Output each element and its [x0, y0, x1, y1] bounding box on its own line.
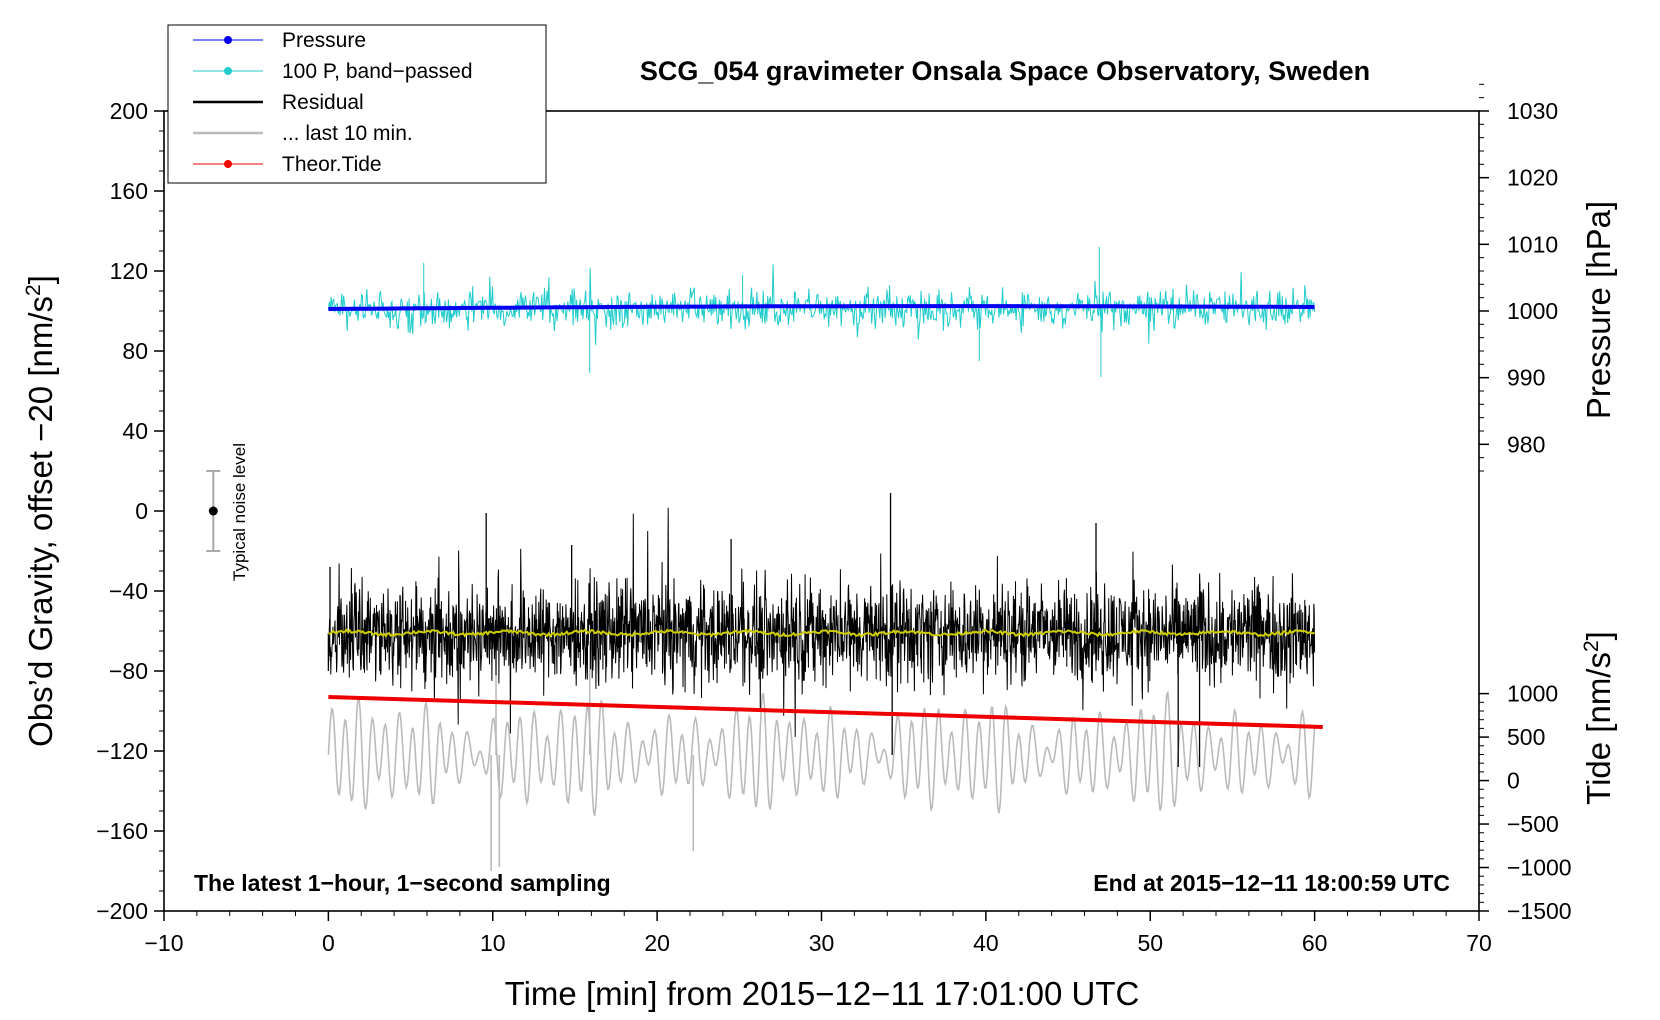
pressure-tick-label: 980: [1507, 431, 1545, 457]
legend-label: ... last 10 min.: [282, 122, 413, 145]
y-tick-label: 80: [122, 338, 148, 364]
y-tick-label: −200: [96, 898, 148, 924]
x-tick-label: 10: [480, 930, 506, 956]
tide-tick-label: 0: [1507, 768, 1520, 794]
noise-center-dot: [208, 506, 218, 516]
series-residual-smoothed: [328, 628, 1316, 638]
series-band-passed-pressure: [327, 264, 1316, 345]
y-tick-label: −80: [109, 658, 148, 684]
y-axis-left: 200 160 120 80 40 0 −40 −80 −120 −160 −200: [96, 98, 164, 924]
x-tick-label: 20: [644, 930, 670, 956]
x-axis-title: Time [min] from 2015−12−11 17:01:00 UTC: [505, 975, 1140, 1012]
legend-label: Theor.Tide: [282, 153, 382, 176]
x-tick-label: 60: [1302, 930, 1328, 956]
y-axis-left-title-sup: 2: [22, 284, 45, 296]
noise-indicator: [206, 470, 221, 552]
x-tick-label: 0: [322, 930, 335, 956]
pressure-axis: 1030 1020 1010 1000 990 980: [1479, 83, 1558, 472]
x-tick-label: 30: [809, 930, 835, 956]
end-time-note: End at 2015−12−11 18:00:59 UTC: [1093, 870, 1450, 896]
legend-marker: [224, 160, 232, 168]
tide-axis-title-end: ]: [1580, 631, 1617, 640]
legend-label: Pressure: [282, 29, 366, 52]
pressure-tick-label: 1030: [1507, 98, 1558, 124]
legend-marker: [224, 67, 232, 75]
tide-axis-title: Tide [nm/s2]: [1580, 631, 1617, 805]
x-tick-label: 70: [1466, 930, 1492, 956]
tide-tick-label: 500: [1507, 724, 1545, 750]
series-last-10-min: [327, 690, 1316, 817]
pressure-tick-label: 1010: [1507, 231, 1558, 257]
y-tick-label: 0: [135, 498, 148, 524]
y-tick-label: 200: [110, 98, 148, 124]
x-tick-label: 50: [1137, 930, 1163, 956]
y-axis-left-title-end: ]: [22, 275, 59, 284]
sampling-note: The latest 1−hour, 1−second sampling: [194, 870, 611, 896]
tide-axis-title-sup: 2: [1580, 640, 1603, 652]
y-tick-label: 120: [110, 258, 148, 284]
y-tick-label: −120: [96, 738, 148, 764]
series-residual: [327, 507, 1316, 737]
noise-label: Typical noise level: [230, 443, 249, 581]
series-pressure: [328, 304, 1315, 311]
tide-tick-label: 1000: [1507, 681, 1558, 707]
legend-marker: [224, 36, 232, 44]
legend-label: 100 P, band−passed: [282, 60, 473, 83]
x-axis: −10 0 10 20 30 40 50 60 70: [144, 911, 1492, 956]
y-axis-left-title: Obs’d Gravity, offset −20 [nm/s2]: [22, 275, 59, 747]
series-layer: [327, 247, 1323, 871]
y-tick-label: 40: [122, 418, 148, 444]
legend-box: [167, 24, 547, 184]
tide-axis-title-main: Tide [nm/s: [1580, 652, 1617, 805]
series-theoretical-tide: [328, 695, 1323, 729]
chart-title: SCG_054 gravimeter Onsala Space Observat…: [640, 56, 1370, 86]
legend: Pressure 100 P, band−passed Residual ... la…: [167, 24, 547, 184]
pressure-tick-label: 1020: [1507, 165, 1558, 191]
tide-tick-label: −500: [1507, 811, 1559, 837]
y-axis-left-title-main: Obs’d Gravity, offset −20 [nm/s: [22, 296, 59, 747]
pressure-axis-title: Pressure [hPa]: [1580, 201, 1617, 419]
y-tick-label: 160: [110, 178, 148, 204]
tide-tick-label: −1000: [1507, 855, 1572, 881]
pressure-tick-label: 1000: [1507, 298, 1558, 324]
x-tick-label: 40: [973, 930, 999, 956]
x-tick-label: −10: [144, 930, 183, 956]
y-tick-label: −160: [96, 818, 148, 844]
tide-axis: 1000 500 0 −500 −1000 −1500: [1479, 681, 1572, 924]
y-tick-label: −40: [109, 578, 148, 604]
legend-label: Residual: [282, 91, 364, 114]
tide-tick-label: −1500: [1507, 898, 1572, 924]
pressure-tick-label: 990: [1507, 365, 1545, 391]
